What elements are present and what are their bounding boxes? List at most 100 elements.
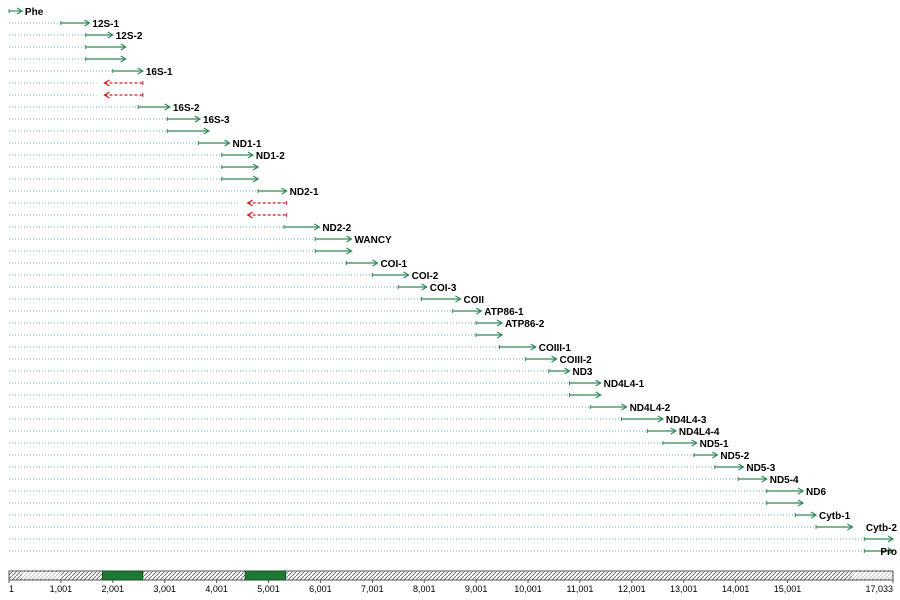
arrow-head <box>372 259 379 267</box>
amplicon-label: COI-1 <box>380 259 407 270</box>
genome-scale-bar <box>8 570 894 581</box>
amplicon-label: 12S-2 <box>116 31 143 42</box>
arrow-head <box>887 547 895 555</box>
arrow-head <box>621 403 628 411</box>
arrow-head <box>120 55 127 63</box>
amplicon-row <box>9 535 895 543</box>
arrow-head <box>551 355 558 363</box>
amplicon-row: COII <box>9 295 484 306</box>
tick-label: 12,001 <box>618 584 646 594</box>
amplicon-row <box>9 79 144 87</box>
tick-label: 17,033 <box>865 584 893 594</box>
amplicon-label: COII <box>463 295 484 306</box>
amplicon-row: COI-3 <box>9 283 457 294</box>
tick-label: 7,001 <box>361 584 384 594</box>
amplicon-label: ATP86-2 <box>505 319 545 330</box>
amplicon-row: ND6 <box>9 487 826 498</box>
amplicon-label: COIII-2 <box>560 355 593 366</box>
amplicon-row: ND4L4-4 <box>9 427 720 438</box>
amplicon-label: 16S-3 <box>203 115 230 126</box>
amplicon-row: ND5-3 <box>9 463 776 474</box>
arrow-head <box>738 463 745 471</box>
arrow-head <box>887 535 895 543</box>
amplicon-row: ND5-4 <box>9 475 799 486</box>
tick-label: 3,001 <box>153 584 176 594</box>
amplicon-label: Cytb-1 <box>819 511 851 522</box>
amplicon-label: ND2-1 <box>290 187 319 198</box>
amplicon-label: ND6 <box>806 487 826 498</box>
arrow-head <box>847 523 854 531</box>
amplicon-row: 16S-2 <box>9 103 200 114</box>
arrow-head <box>164 103 172 111</box>
highlight-region <box>101 570 144 581</box>
amplicon-row: ND3 <box>9 367 593 378</box>
arrow-head <box>797 499 805 507</box>
amplicon-row: Cytb-2 <box>9 523 897 534</box>
amplicon-row: ND2-1 <box>9 187 319 198</box>
amplicon-label: ND3 <box>572 367 592 378</box>
amplicon-row: ND1-2 <box>9 151 285 162</box>
amplicon-label: ND5-1 <box>700 439 729 450</box>
arrow-head <box>403 271 410 279</box>
arrow-head <box>281 187 288 195</box>
amplicon-label: ATP86-1 <box>484 307 524 318</box>
amplicon-row <box>9 331 504 339</box>
amplicon-row <box>9 175 260 183</box>
amplicon-row: ND5-1 <box>9 439 729 450</box>
amplicon-label: ND1-2 <box>256 151 285 162</box>
arrow-head <box>107 31 114 39</box>
amplicon-row <box>9 91 144 99</box>
arrow-head <box>203 127 210 135</box>
amplicon-row: COIII-2 <box>9 355 592 366</box>
amplicon-label: WANCY <box>355 235 393 246</box>
arrow-head <box>530 343 537 351</box>
arrow-head <box>346 235 353 243</box>
amplicon-row: Phe <box>8 7 44 18</box>
arrow-head <box>564 367 571 375</box>
arrow-head <box>16 7 24 15</box>
tick-label: 13,001 <box>670 584 698 594</box>
amplicon-row: 12S-1 <box>9 19 120 30</box>
amplicon-row <box>9 499 805 507</box>
tick-label: 6,001 <box>309 584 332 594</box>
arrow-head <box>103 91 110 99</box>
amplicon-row: WANCY <box>9 235 392 246</box>
arrow-head <box>761 475 768 483</box>
arrow-head <box>712 451 719 459</box>
tick-label: 2,001 <box>102 584 125 594</box>
tick-label: 1 <box>9 584 14 594</box>
amplicon-row: Cytb-1 <box>9 511 851 522</box>
tick-label: 5,001 <box>257 584 280 594</box>
amplicon-row: 12S-2 <box>9 31 143 42</box>
amplicon-row: 16S-1 <box>9 67 173 78</box>
arrow-head <box>496 331 504 339</box>
amplicon-label: ND4L4-1 <box>604 379 645 390</box>
amplicon-row: COIII-1 <box>9 343 571 354</box>
tick-label: 4,001 <box>205 584 228 594</box>
arrow-head <box>137 67 145 75</box>
amplicon-label: ND5-2 <box>720 451 749 462</box>
arrow-head <box>84 19 91 27</box>
light-region <box>852 572 892 579</box>
amplicon-row: COI-2 <box>9 271 439 282</box>
amplicon-row: ND4L4-3 <box>9 415 707 426</box>
amplicon-label: ND4L4-3 <box>666 415 707 426</box>
amplicon-row: ND1-1 <box>9 139 262 150</box>
amplicon-row: ATP86-2 <box>9 319 545 330</box>
tick-label: 10,001 <box>514 584 542 594</box>
amplicon-label: ND4L4-2 <box>630 403 671 414</box>
arrow-head <box>194 115 202 123</box>
amplicon-row <box>9 391 602 399</box>
amplicon-label: ND2-2 <box>322 223 351 234</box>
amplicon-row <box>9 199 288 207</box>
arrow-head <box>810 511 818 519</box>
light-region <box>21 572 61 579</box>
arrow-head <box>346 247 353 255</box>
amplicon-row: ND4L4-2 <box>9 403 671 414</box>
tick-label: 8,001 <box>413 584 436 594</box>
arrow-head <box>247 151 255 159</box>
arrow-head <box>421 283 428 291</box>
amplicon-label: ND1-1 <box>233 139 262 150</box>
